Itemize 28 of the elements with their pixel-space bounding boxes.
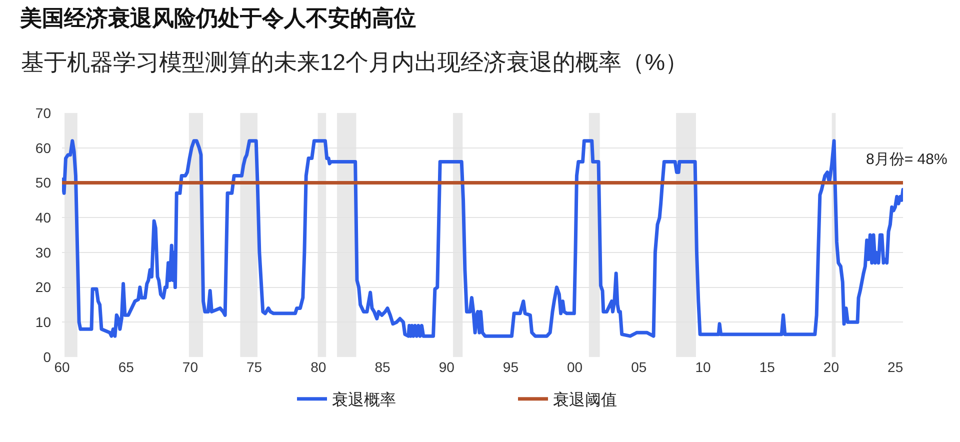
chart-subtitle: 基于机器学习模型测算的未来12个月内出现经济衰退的概率（%） — [21, 49, 688, 75]
x-tick-label: 70 — [182, 359, 198, 375]
x-tick-label: 75 — [246, 359, 262, 375]
y-tick-label: 40 — [35, 209, 52, 226]
y-tick-label: 30 — [35, 244, 52, 260]
y-tick-label: 50 — [35, 174, 52, 191]
x-tick-label: 20 — [823, 359, 840, 375]
chart-title: 美国经济衰退风险仍处于令人不安的高位 — [19, 6, 416, 31]
x-tick-label: 25 — [888, 359, 904, 375]
y-tick-label: 70 — [35, 104, 52, 121]
y-tick-label: 20 — [35, 279, 52, 296]
legend-label: 衰退阈值 — [553, 391, 617, 410]
x-tick-label: 00 — [567, 359, 583, 375]
y-tick-label: 60 — [35, 140, 52, 156]
y-tick-label: 0 — [43, 348, 52, 365]
x-tick-label: 05 — [631, 359, 647, 375]
x-tick-label: 65 — [118, 359, 134, 375]
y-tick-label: 10 — [35, 314, 52, 330]
legend-label: 衰退概率 — [332, 391, 396, 410]
line-series — [62, 139, 903, 338]
x-tick-label: 15 — [759, 359, 776, 375]
x-tick-label: 60 — [54, 359, 70, 375]
x-tick-label: 90 — [438, 359, 455, 375]
x-tick-label: 80 — [310, 359, 326, 375]
x-tick-label: 10 — [695, 359, 712, 375]
annotation: 8月份= 48% — [866, 151, 948, 168]
x-tick-label: 85 — [374, 359, 390, 375]
x-tick-label: 95 — [502, 359, 519, 375]
